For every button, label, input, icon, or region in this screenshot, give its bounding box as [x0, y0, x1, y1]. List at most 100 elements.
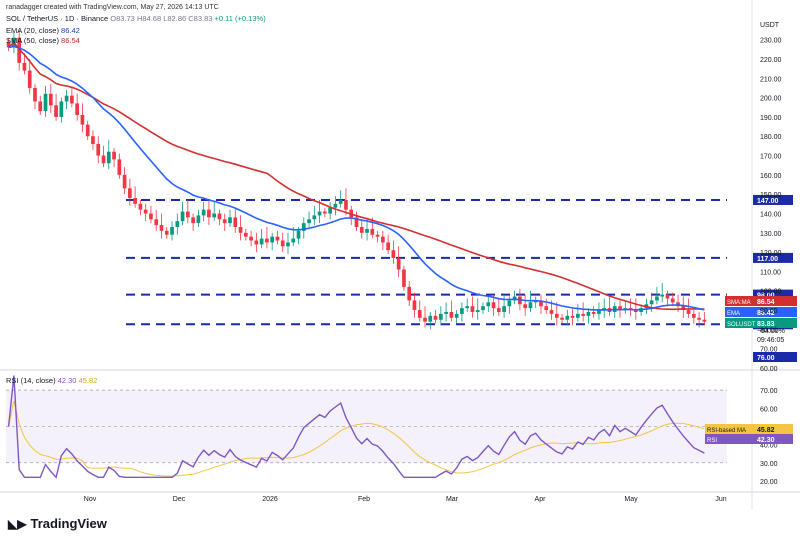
candle-body — [212, 213, 217, 218]
time-tick-label: 2026 — [262, 496, 278, 503]
candle-body — [618, 306, 622, 311]
rsi-tick-label: 20.00 — [760, 479, 778, 486]
rsi-line — [7, 375, 705, 479]
candle-body — [386, 242, 390, 251]
series-badge-text: SOLUSDT — [727, 322, 756, 328]
candle-body — [233, 217, 238, 228]
sma-legend[interactable]: SMA (50, close) 86.54 — [6, 36, 80, 45]
candle-body — [128, 188, 132, 199]
sma-value: 86.54 — [61, 36, 80, 45]
candle-body — [423, 317, 427, 322]
candle-body — [591, 311, 596, 314]
series-badge — [725, 307, 753, 317]
candle-body — [207, 209, 211, 218]
candle-body — [175, 221, 180, 228]
rsi-value-badge — [753, 434, 793, 444]
candle-body — [417, 310, 422, 318]
rsi-value-badge-text: 42.30 — [757, 437, 775, 444]
sma-50-line — [8, 41, 705, 311]
candles — [6, 30, 707, 330]
candle-body — [59, 101, 64, 117]
candle-body — [323, 211, 327, 214]
price-tick-label: 60.00 — [760, 366, 778, 373]
series-badge — [725, 318, 753, 328]
candle-body — [444, 311, 448, 314]
candle-body — [217, 213, 222, 220]
currency-label: USDT — [760, 22, 780, 29]
candle-body — [486, 302, 491, 307]
change-text: −64.00% — [757, 328, 785, 335]
price-tick-label: 190.00 — [760, 115, 782, 122]
candle-body — [117, 159, 122, 175]
candle-body — [122, 174, 127, 189]
price-tick-label: 160.00 — [760, 173, 782, 180]
price-tick-label: 170.00 — [760, 154, 782, 161]
candle-body — [112, 151, 116, 160]
candle-body — [196, 215, 201, 224]
candle-body — [665, 294, 670, 299]
price-tick-label: 230.00 — [760, 38, 782, 45]
candle-body — [75, 103, 79, 115]
ema-value: 86.42 — [61, 26, 80, 35]
candle-body — [70, 95, 74, 104]
candle-body — [280, 240, 285, 247]
candle-body — [676, 302, 680, 307]
level-badge — [753, 252, 793, 263]
price-tick-label: 220.00 — [760, 57, 782, 64]
candle-body — [159, 225, 164, 231]
candle-body — [138, 203, 143, 210]
candle-body — [570, 315, 575, 318]
tradingview-logo[interactable]: ◣▶ TradingView — [8, 516, 107, 531]
candle-body — [85, 124, 90, 137]
candle-body — [238, 227, 243, 233]
candle-body — [265, 238, 269, 243]
rsi-series-badge — [705, 434, 753, 444]
time-tick-label: Feb — [358, 496, 370, 503]
candle-body — [96, 143, 101, 156]
candle-body — [670, 298, 675, 303]
candle-body — [539, 300, 543, 307]
candle-body — [170, 227, 174, 235]
rsi-legend-value: 42.30 — [57, 376, 77, 385]
candle-body — [254, 240, 259, 245]
candle-body — [470, 306, 475, 312]
candle-body — [27, 70, 32, 88]
candle-body — [565, 315, 570, 320]
price-badge — [753, 307, 797, 317]
price-badge — [753, 318, 797, 328]
candle-body — [475, 310, 480, 312]
brand-name: TradingView — [30, 516, 107, 531]
rsi-legend[interactable]: RSI (14, close) 42.30 45.82 — [6, 376, 97, 385]
ema-legend[interactable]: EMA (20, close) 86.42 — [6, 26, 80, 35]
series-badge-text: SMA:MA — [727, 300, 751, 306]
watermark-text: ranadagger created with TradingView.com,… — [6, 4, 219, 11]
candle-body — [143, 209, 148, 214]
candle-body — [185, 211, 190, 218]
candle-body — [375, 234, 380, 237]
ohlc-l: L82.86 — [163, 14, 187, 23]
candle-body — [496, 308, 501, 312]
candle-body — [228, 217, 232, 224]
candle-body — [164, 230, 169, 235]
tv-logo-icon: ◣▶ — [8, 516, 27, 531]
candle-body — [301, 223, 306, 231]
candle-body — [381, 236, 385, 243]
candle-body — [681, 306, 686, 311]
candle-body — [270, 236, 275, 243]
candle-body — [554, 313, 559, 318]
candle-body — [259, 238, 264, 245]
candle-body — [528, 302, 533, 309]
candle-body — [691, 313, 696, 318]
time-tick-label: Dec — [173, 496, 186, 503]
price-tick-label: 180.00 — [760, 134, 782, 141]
time-tick-label: Nov — [84, 496, 97, 503]
candle-body — [154, 219, 159, 226]
price-tick-label: 90.00 — [760, 308, 778, 315]
price-tick-label: 210.00 — [760, 76, 782, 83]
candle-body — [33, 87, 37, 102]
candle-body — [365, 228, 369, 233]
candle-body — [460, 308, 464, 314]
price-tick-label: 120.00 — [760, 250, 782, 257]
candle-body — [549, 310, 554, 314]
